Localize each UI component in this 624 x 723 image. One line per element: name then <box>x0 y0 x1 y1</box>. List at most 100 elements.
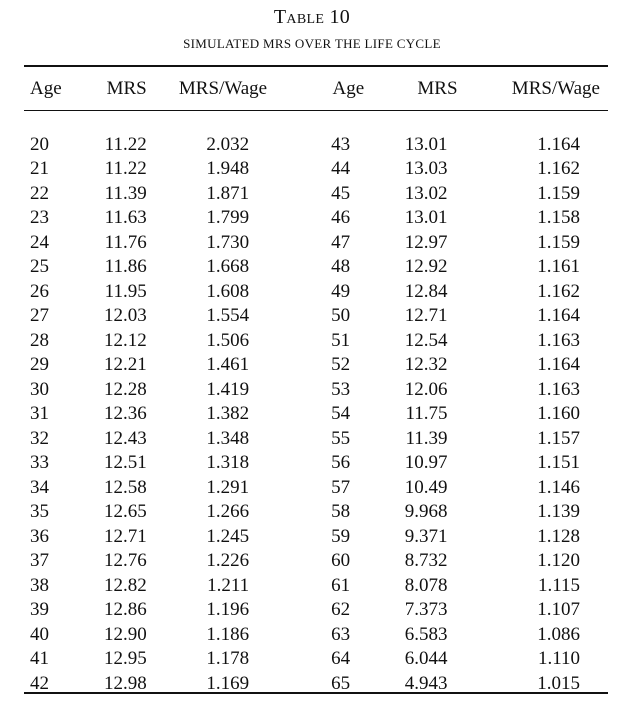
cell-age: 37 <box>30 550 49 571</box>
cell-mrs: 12.71 <box>404 305 448 326</box>
cell-age: 35 <box>30 501 49 522</box>
table-subtitle: SIMULATED MRS OVER THE LIFE CYCLE <box>183 36 441 51</box>
cell-mrs-wage: 1.245 <box>206 525 250 547</box>
cell-mrs-wage: 1.161 <box>537 256 580 277</box>
cell-mrs-wage: 1.871 <box>206 182 250 204</box>
table-row: 27 12.03 1.554 50 12.71 1.164 <box>24 304 608 329</box>
table-row: 32 12.43 1.348 55 11.39 1.157 <box>24 427 608 452</box>
cell-age: 54 <box>331 403 351 424</box>
cell-mrs-wage: 1.162 <box>537 158 580 179</box>
cell-mrs-wage: 1.015 <box>537 672 580 694</box>
table-row: 37 12.76 1.226 60 8.732 1.120 <box>24 549 608 574</box>
cell-age: 60 <box>331 550 351 571</box>
cell-mrs: 12.82 <box>103 574 147 596</box>
cell-age: 53 <box>331 378 351 400</box>
cell-mrs-wage: 1.196 <box>206 599 250 620</box>
cell-mrs-wage: 1.164 <box>537 354 580 375</box>
cell-mrs: 12.71 <box>103 525 147 547</box>
table-title: Table 10 <box>273 6 351 28</box>
cell-mrs-wage: 1.115 <box>537 574 580 596</box>
cell-age: 29 <box>30 354 49 375</box>
cell-mrs: 12.86 <box>103 599 147 620</box>
cell-age: 52 <box>331 354 351 375</box>
cell-mrs-wage: 1.151 <box>537 452 580 473</box>
cell-mrs: 11.22 <box>104 158 147 179</box>
cell-mrs: 13.01 <box>404 133 448 155</box>
cell-mrs-wage: 1.128 <box>537 525 580 547</box>
top-rule <box>24 65 608 67</box>
cell-mrs-wage: 1.139 <box>537 501 580 522</box>
cell-mrs: 10.49 <box>404 476 448 498</box>
header-row: Age MRS MRS/Wage Age MRS MRS/Wage <box>24 70 608 108</box>
cell-age: 58 <box>331 501 351 522</box>
cell-mrs-wage: 1.157 <box>537 427 580 449</box>
cell-mrs: 11.39 <box>405 427 448 449</box>
cell-mrs: 8.732 <box>404 550 448 571</box>
cell-age: 64 <box>331 648 351 669</box>
cell-mrs: 11.75 <box>405 403 448 424</box>
cell-mrs: 9.968 <box>404 501 448 522</box>
cell-age: 63 <box>331 623 351 645</box>
cell-mrs-wage: 1.107 <box>537 599 580 620</box>
cell-age: 43 <box>331 133 351 155</box>
cell-mrs-wage: 1.160 <box>537 403 580 424</box>
cell-mrs-wage: 1.178 <box>206 648 250 669</box>
cell-age: 51 <box>331 329 351 351</box>
cell-mrs: 6.044 <box>404 648 448 669</box>
table-row: 33 12.51 1.318 56 10.97 1.151 <box>24 451 608 476</box>
cell-mrs-wage: 1.318 <box>206 452 250 473</box>
table-row: 30 12.28 1.419 53 12.06 1.163 <box>24 378 608 403</box>
cell-age: 42 <box>30 672 49 694</box>
cell-age: 41 <box>30 648 49 669</box>
cell-age: 38 <box>30 574 49 596</box>
cell-mrs-wage: 1.348 <box>206 427 250 449</box>
table-row: 41 12.95 1.178 64 6.044 1.110 <box>24 647 608 672</box>
cell-mrs-wage: 1.608 <box>206 280 250 302</box>
cell-age: 36 <box>30 525 49 547</box>
cell-mrs-wage: 1.554 <box>206 305 250 326</box>
cell-mrs: 4.943 <box>404 672 448 694</box>
cell-mrs: 8.078 <box>404 574 448 596</box>
cell-mrs-wage: 1.461 <box>206 354 250 375</box>
cell-mrs: 12.43 <box>103 427 147 449</box>
cell-mrs: 12.95 <box>103 648 147 669</box>
table-row: 40 12.90 1.186 63 6.583 1.086 <box>24 623 608 648</box>
cell-mrs-wage: 1.948 <box>206 158 250 179</box>
cell-age: 25 <box>30 256 49 277</box>
cell-age: 39 <box>30 599 49 620</box>
cell-age: 26 <box>30 280 49 302</box>
cell-age: 65 <box>331 672 351 694</box>
cell-age: 24 <box>30 231 49 253</box>
table-row: 28 12.12 1.506 51 12.54 1.163 <box>24 329 608 354</box>
cell-age: 48 <box>331 256 351 277</box>
cell-mrs: 12.32 <box>404 354 448 375</box>
cell-age: 57 <box>331 476 351 498</box>
cell-mrs-wage: 1.211 <box>207 574 250 596</box>
cell-mrs: 13.03 <box>404 158 448 179</box>
cell-age: 56 <box>331 452 351 473</box>
cell-mrs: 12.28 <box>103 378 147 400</box>
cell-age: 55 <box>331 427 351 449</box>
cell-mrs-wage: 1.668 <box>206 256 250 277</box>
cell-mrs: 11.76 <box>104 231 147 253</box>
table-row: 42 12.98 1.169 65 4.943 1.015 <box>24 672 608 697</box>
table-row: 31 12.36 1.382 54 11.75 1.160 <box>24 402 608 427</box>
table-row: 34 12.58 1.291 57 10.49 1.146 <box>24 476 608 501</box>
cell-mrs-wage: 1.159 <box>537 231 580 253</box>
table-row: 39 12.86 1.196 62 7.373 1.107 <box>24 598 608 623</box>
bottom-rule <box>24 692 608 694</box>
cell-age: 33 <box>30 452 49 473</box>
cell-mrs: 12.06 <box>404 378 448 400</box>
cell-mrs-wage: 1.110 <box>537 648 580 669</box>
cell-mrs: 9.371 <box>404 525 448 547</box>
cell-age: 49 <box>331 280 351 302</box>
cell-mrs-wage: 1.419 <box>206 378 250 400</box>
cell-age: 62 <box>331 599 351 620</box>
cell-mrs: 12.54 <box>404 329 448 351</box>
cell-age: 23 <box>30 207 49 228</box>
table-row: 36 12.71 1.245 59 9.371 1.128 <box>24 525 608 550</box>
column-header-mrs: MRS <box>417 78 458 99</box>
cell-mrs: 12.12 <box>103 329 147 351</box>
cell-age: 31 <box>30 403 49 424</box>
cell-mrs-wage: 2.032 <box>206 133 250 155</box>
